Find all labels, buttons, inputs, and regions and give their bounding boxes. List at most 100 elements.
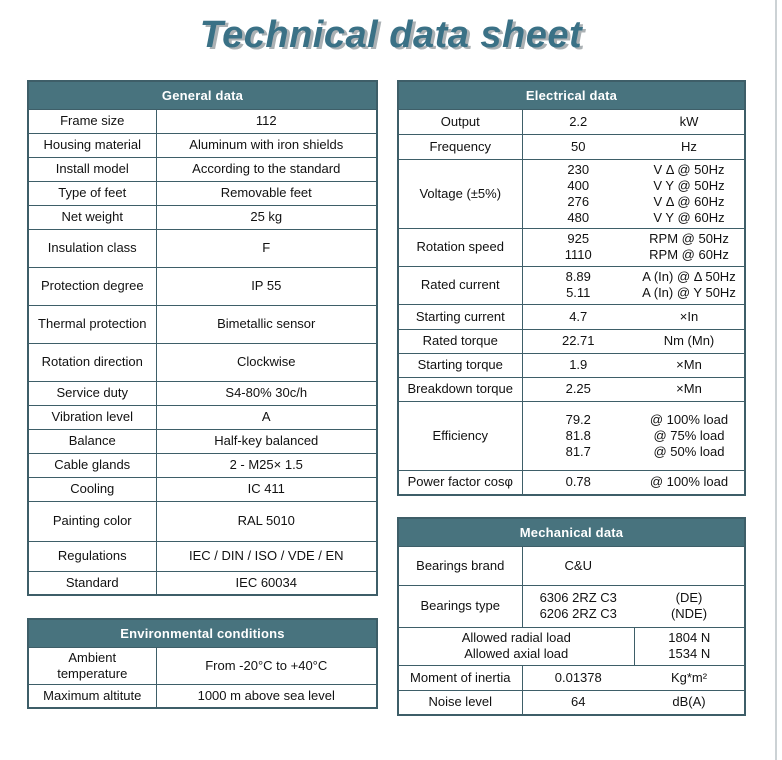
table-row: Output 2.2 kW — [397, 108, 746, 135]
table-row: Bearings type 6306 2RZ C3 6206 2RZ C3 (DE)(… — [397, 584, 746, 628]
row-value: 64 — [521, 689, 634, 716]
row-value: 79.2 81.8 81.7 — [521, 400, 634, 471]
row-label: Efficiency — [397, 400, 523, 471]
row-label-line: Cooling — [70, 481, 115, 496]
row-value: 0.01378 — [521, 664, 634, 691]
table-row: Cable glands 2 - M25× 1.5 — [27, 452, 378, 478]
row-label-line: Efficiency — [432, 427, 488, 443]
row-value-line: 5.11 — [566, 285, 591, 300]
row-value-line: 276 — [567, 193, 590, 209]
table-row: Install model According to the standard — [27, 156, 378, 182]
left-column: General data Frame size 112 Housing materi… — [27, 80, 378, 709]
table-row: Ambient temperature From -20°C to +40°C — [27, 646, 378, 685]
row-value: 8.89 5.11 — [521, 265, 634, 305]
row-unit: dB(A) — [634, 689, 746, 716]
table-row: Power factor cosφ 0.78 @ 100% load — [397, 469, 746, 496]
row-unit-line: A (In) @ Y 50Hz — [642, 285, 736, 300]
row-value: 2.25 — [521, 376, 634, 402]
row-label: Power factor cosφ — [397, 469, 523, 496]
row-label: Regulations — [27, 540, 157, 572]
row-label: Frame size — [27, 108, 157, 134]
row-label: Housing material — [27, 132, 157, 158]
row-label-line: Starting torque — [417, 357, 503, 372]
row-value: 112 — [155, 108, 378, 134]
row-label-line: Service duty — [56, 385, 129, 400]
row-label-line: Regulations — [57, 548, 127, 563]
row-value-line: Half-key balanced — [214, 433, 319, 448]
row-label-line: Starting current — [415, 308, 505, 324]
row-label: Bearings type — [397, 584, 523, 628]
general-data-title: General data — [27, 80, 378, 110]
row-label: Service duty — [27, 380, 157, 406]
table-header-row: General data — [27, 80, 378, 110]
row-unit-line: dB(A) — [672, 694, 706, 710]
row-label: Bearings brand — [397, 545, 523, 586]
row-unit-line: V Y @ 50Hz — [653, 177, 725, 193]
row-value-line: 81.7 — [565, 443, 591, 459]
row-value: Bimetallic sensor — [155, 304, 378, 344]
row-value-line: 925 — [567, 231, 590, 246]
row-value: IEC 60034 — [155, 570, 378, 596]
row-value-line: 0.78 — [565, 474, 591, 490]
row-unit-line: @ 50% load — [653, 443, 725, 459]
row-unit: ×Mn — [634, 376, 746, 402]
row-value: S4-80% 30c/h — [155, 380, 378, 406]
row-label-line: Ambient temperature — [57, 649, 128, 681]
row-unit-line: RPM @ 60Hz — [649, 247, 729, 262]
row-unit-line: V Δ @ 60Hz — [653, 193, 725, 209]
row-label-line: Frame size — [60, 113, 125, 128]
table-row: Rotation speed 925 1110 RPM @ 50Hz RPM @ 60H… — [397, 227, 746, 267]
row-unit-line: @ 75% load — [653, 427, 725, 443]
row-label: Type of feet — [27, 180, 157, 206]
row-value: 50 — [521, 133, 634, 160]
row-unit: V Δ @ 50Hz V Y @ 50Hz V Δ @ 60Hz V Y @ 60Hz — [634, 158, 746, 229]
row-unit — [634, 545, 746, 586]
environmental-conditions-title: Environmental conditions — [27, 618, 378, 648]
row-value-line: 480 — [567, 209, 590, 225]
table-row: Breakdown torque 2.25 ×Mn — [397, 376, 746, 402]
page-title: Technical data sheet — [199, 14, 583, 56]
row-label: Frequency — [397, 133, 523, 160]
row-unit: ×Mn — [634, 352, 746, 378]
row-unit: Nm (Mn) — [634, 328, 746, 354]
row-value: According to the standard — [155, 156, 378, 182]
row-label: Painting color — [27, 500, 157, 542]
row-value: 0.78 — [521, 469, 634, 496]
table-row: Protection degree IP 55 — [27, 266, 378, 306]
row-label-line: Bearings type — [420, 598, 501, 613]
row-label-line: Allowed axial load — [464, 646, 569, 661]
table-row: Painting color RAL 5010 — [27, 500, 378, 542]
row-unit-line: Nm (Mn) — [663, 333, 715, 348]
row-unit-line: RPM @ 50Hz — [649, 231, 729, 246]
row-unit: kW — [634, 108, 746, 135]
row-value-line: 8.89 — [565, 269, 591, 284]
row-value: 2 - M25× 1.5 — [155, 452, 378, 478]
row-value-line: 112 — [255, 113, 277, 128]
row-label-line: Install model — [55, 161, 129, 176]
table-row: Starting torque 1.9 ×Mn — [397, 352, 746, 378]
row-value-line: From -20°C to +40°C — [205, 657, 328, 673]
table-row: Frame size 112 — [27, 108, 378, 134]
table-row: Standard IEC 60034 — [27, 570, 378, 596]
table-row: Thermal protection Bimetallic sensor — [27, 304, 378, 344]
row-value-line: IP 55 — [251, 278, 282, 293]
table-row: Rated torque 22.71 Nm (Mn) — [397, 328, 746, 354]
row-value: 230 400 276 480 — [521, 158, 634, 229]
row-label: Breakdown torque — [397, 376, 523, 402]
table-row: Rated current 8.89 5.11 A (In) @ Δ 50Hz A (I… — [397, 265, 746, 305]
row-label: Install model — [27, 156, 157, 182]
row-label-line: Cable glands — [54, 457, 131, 472]
row-label: Starting torque — [397, 352, 523, 378]
row-value: A — [155, 404, 378, 430]
table-row: Rotation direction Clockwise — [27, 342, 378, 382]
table-row: Allowed radial load Allowed axial load 180… — [397, 626, 746, 666]
row-label: Rated torque — [397, 328, 523, 354]
row-value-line: 50 — [571, 138, 586, 154]
row-label: Vibration level — [27, 404, 157, 430]
row-value-line: According to the standard — [192, 161, 341, 176]
table-row: Regulations IEC / DIN / ISO / VDE / EN — [27, 540, 378, 572]
row-unit: 1804 N 1534 N — [633, 626, 746, 666]
row-label-line: Maximum altitute — [43, 687, 142, 703]
row-label: Noise level — [397, 689, 523, 716]
row-unit-line: (DE) — [675, 590, 703, 605]
